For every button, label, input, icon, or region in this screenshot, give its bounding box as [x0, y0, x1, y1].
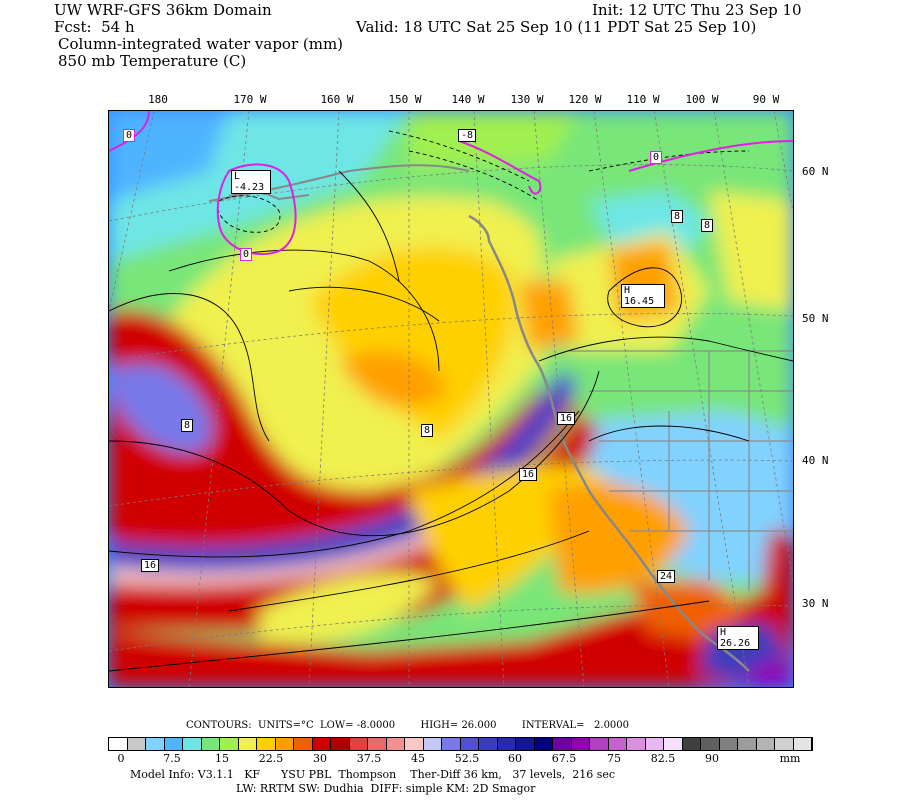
colorbar-tick: 37.5 — [356, 752, 382, 765]
header-forecast-hour: Fcst: 54 h — [54, 18, 135, 36]
contour-label: 8 — [421, 424, 434, 437]
colorbar-tick: 45 — [411, 752, 425, 765]
contour-label: 0 — [650, 151, 663, 164]
colorbar-swatch — [479, 738, 498, 750]
colorbar-swatch — [201, 738, 220, 750]
colorbar-swatch — [627, 738, 646, 750]
lon-label: 110 W — [626, 93, 660, 106]
low-pressure-center: L -4.23 — [231, 170, 271, 194]
zero-isotherm — [109, 111, 793, 256]
header-init-time: Init: 12 UTC Thu 23 Sep 10 — [592, 1, 802, 19]
lat-label: 30 N — [802, 597, 829, 610]
contour-label: 24 — [657, 570, 676, 583]
model-info: Model Info: V3.1.1 KF YSU PBL Thompson T… — [130, 768, 616, 781]
colorbar-tick: 90 — [705, 752, 719, 765]
colorbar-swatch — [127, 738, 146, 750]
colorbar-tick: 7.5 — [163, 752, 181, 765]
contour-label: 16 — [141, 559, 160, 572]
contour-label: 8 — [181, 419, 194, 432]
colorbar-swatch — [719, 738, 738, 750]
colorbar-tick: 0 — [117, 752, 125, 765]
high-pressure-center: H 16.45 — [621, 284, 665, 308]
map-graticule — [109, 111, 793, 687]
lon-label: 130 W — [510, 93, 544, 106]
colorbar-swatch — [775, 738, 794, 750]
lon-label: 150 W — [388, 93, 422, 106]
colorbar-swatch — [460, 738, 479, 750]
colorbar-swatch — [275, 738, 294, 750]
map-canvas — [109, 111, 793, 687]
colorbar-swatch — [701, 738, 720, 750]
header-valid-time: Valid: 18 UTC Sat 25 Sep 10 (11 PDT Sat … — [356, 18, 757, 36]
colorbar-swatch — [664, 738, 683, 750]
lon-label: 100 W — [685, 93, 719, 106]
colorbar-swatch — [405, 738, 424, 750]
colorbar-swatch — [553, 738, 572, 750]
header-model-title: UW WRF-GFS 36km Domain — [54, 1, 272, 19]
colorbar-tick: 22.5 — [258, 752, 284, 765]
lon-label: 170 W — [233, 93, 267, 106]
lat-label: 50 N — [802, 312, 829, 325]
colorbar-swatch — [368, 738, 387, 750]
water-vapor-map: 0 -8 0 0 8 8 8 8 16 16 16 24 L -4.23 H 1… — [108, 110, 794, 688]
contour-label: 8 — [671, 210, 684, 223]
high-pressure-center: H 26.26 — [717, 626, 759, 650]
lat-label: 40 N — [802, 454, 829, 467]
lon-label: 90 W — [752, 93, 780, 106]
colorbar-tick: 15 — [215, 752, 229, 765]
colorbar-swatch — [386, 738, 405, 750]
contour-label: 0 — [240, 248, 253, 261]
lon-label: 120 W — [568, 93, 602, 106]
colorbar-tick: 52.5 — [454, 752, 480, 765]
model-physics: LW: RRTM SW: Dudhia DIFF: simple KM: 2D … — [236, 782, 536, 795]
colorbar-units: mm — [779, 752, 801, 765]
lat-label: 60 N — [802, 165, 829, 178]
colorbar-swatch — [109, 738, 128, 750]
lon-label: 180 — [148, 93, 168, 106]
colorbar-swatch — [738, 738, 757, 750]
temperature-contours — [109, 170, 793, 672]
contour-label: -8 — [458, 129, 477, 142]
colorbar-tick: 60 — [508, 752, 522, 765]
colorbar-swatch — [793, 738, 812, 750]
colorbar-swatch — [331, 738, 350, 750]
colorbar-swatch — [164, 738, 183, 750]
colorbar-tick: 30 — [313, 752, 327, 765]
contours-info: CONTOURS: UNITS=°C LOW= -8.0000 HIGH= 26… — [186, 720, 630, 731]
colorbar-swatch — [571, 738, 590, 750]
colorbar-tick: 82.5 — [650, 752, 676, 765]
colorbar-swatch — [349, 738, 368, 750]
colorbar-swatch — [146, 738, 165, 750]
colorbar-swatch — [312, 738, 331, 750]
colorbar-swatch — [756, 738, 775, 750]
coastline — [468, 214, 750, 672]
contour-label: 16 — [557, 412, 576, 425]
negative-contours — [217, 130, 750, 233]
colorbar-swatch — [220, 738, 239, 750]
colorbar-swatch — [294, 738, 313, 750]
colorbar-swatch — [534, 738, 553, 750]
colorbar-swatch — [590, 738, 609, 750]
colorbar-tick: 67.5 — [551, 752, 577, 765]
lon-label: 160 W — [320, 93, 354, 106]
lon-label: 140 W — [451, 93, 485, 106]
colorbar-swatch — [608, 738, 627, 750]
state-borders — [569, 350, 793, 591]
contour-label: 16 — [519, 468, 538, 481]
colorbar-swatch — [423, 738, 442, 750]
colorbar-swatch — [257, 738, 276, 750]
header-field-1: Column-integrated water vapor (mm) — [58, 35, 344, 53]
colorbar — [108, 737, 813, 751]
colorbar-swatch — [238, 738, 257, 750]
colorbar-swatch — [442, 738, 461, 750]
contour-label: 0 — [123, 129, 136, 142]
contour-label: 8 — [701, 219, 714, 232]
colorbar-tick: 75 — [607, 752, 621, 765]
colorbar-swatch — [497, 738, 516, 750]
colorbar-swatch — [183, 738, 202, 750]
colorbar-swatch — [645, 738, 664, 750]
header-field-2: 850 mb Temperature (C) — [58, 52, 247, 70]
colorbar-swatch — [516, 738, 535, 750]
colorbar-swatch — [682, 738, 701, 750]
